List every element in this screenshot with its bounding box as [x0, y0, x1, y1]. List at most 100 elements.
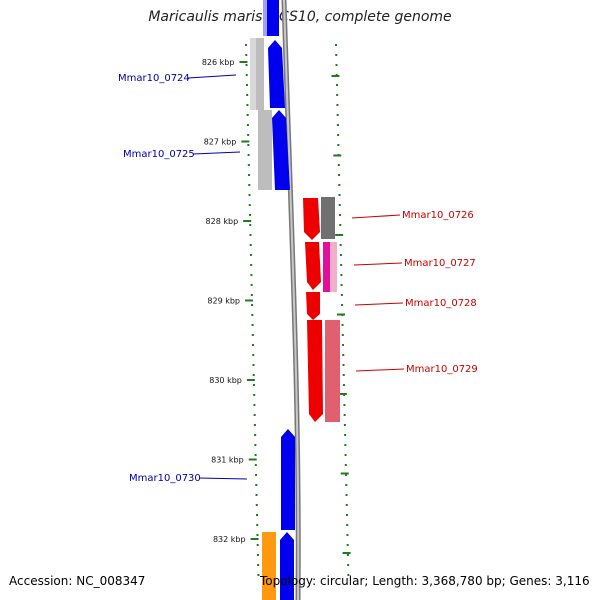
- ring-dot: [245, 64, 248, 66]
- topology-text: Topology: circular; Length: 3,368,780 bp…: [260, 574, 590, 588]
- ring-dot: [256, 524, 259, 526]
- leader-line: [187, 74, 237, 79]
- ring-dot: [251, 334, 254, 336]
- gene-mmar10-0725[interactable]: [272, 110, 290, 190]
- gene-mmar10-0729[interactable]: [307, 320, 323, 422]
- ring-dot: [256, 554, 259, 556]
- ring-dot: [251, 314, 254, 316]
- ring-dot: [255, 514, 258, 516]
- tick-mark-832: [250, 538, 259, 540]
- ring-dot: [251, 304, 254, 306]
- gene-mmar10-0728[interactable]: [306, 292, 320, 320]
- ring-dot: [339, 244, 342, 246]
- ring-dot: [246, 124, 249, 126]
- leader-line: [351, 214, 401, 219]
- ring-dot: [339, 254, 342, 256]
- ring-dot: [344, 454, 347, 456]
- ring-dot: [341, 334, 344, 336]
- ring-dot: [247, 134, 250, 136]
- ring-dot: [245, 44, 248, 46]
- ring-dot: [247, 164, 250, 166]
- ring-dot: [249, 244, 252, 246]
- feature-0727-magenta[interactable]: [323, 242, 330, 292]
- leader-line: [355, 368, 405, 372]
- ring-dot: [336, 94, 339, 96]
- ring-dot: [252, 354, 255, 356]
- feature-0729-salmon[interactable]: [325, 320, 340, 422]
- ring-dot: [340, 274, 343, 276]
- gene-label-mmar10-0726[interactable]: Mmar10_0726: [402, 210, 474, 221]
- ring-dot: [338, 174, 341, 176]
- ring-dot: [248, 184, 251, 186]
- ring-dot: [343, 414, 346, 416]
- tick-label-831: 831 kbp: [211, 456, 244, 465]
- ring-dot: [347, 574, 350, 576]
- gene-features: [250, 0, 340, 600]
- gene-mmar10-0724[interactable]: [268, 40, 285, 108]
- ring-dot: [254, 464, 257, 466]
- tick-mark-827: [241, 140, 250, 143]
- feature-0724-grey-shade: [250, 38, 256, 110]
- gene-top-stub-shade: [263, 0, 267, 36]
- ring-dot: [254, 434, 257, 436]
- ring-dot: [346, 524, 349, 526]
- outer-tick-mark-829: [337, 313, 346, 316]
- ring-dot: [246, 104, 249, 106]
- feature-0727-pink[interactable]: [330, 242, 337, 292]
- gene-top-stub[interactable]: [266, 0, 279, 36]
- ring-dot: [247, 154, 250, 156]
- outer-tick-mark-832: [342, 552, 351, 554]
- ring-dot: [341, 304, 344, 306]
- gene-mmar10-0730[interactable]: [281, 429, 295, 530]
- leader-line: [354, 302, 404, 306]
- ring-dot: [347, 564, 350, 566]
- ring-dot: [342, 374, 345, 376]
- ring-dot: [250, 274, 253, 276]
- ring-dot: [252, 344, 255, 346]
- feature-orange[interactable]: [262, 532, 276, 600]
- outer-tick-mark-831: [340, 472, 349, 475]
- ring-dot: [338, 214, 341, 216]
- gene-mmar10-0726[interactable]: [303, 198, 320, 240]
- tick-mark-829: [245, 299, 254, 302]
- ring-dot: [341, 324, 344, 326]
- gene-bottom-blue[interactable]: [280, 532, 294, 600]
- ring-dot: [342, 364, 345, 366]
- ring-dot: [343, 424, 346, 426]
- tick-label-828: 828 kbp: [206, 217, 239, 226]
- outer-tick-mark-830: [338, 393, 347, 395]
- ring-dot: [254, 444, 257, 446]
- ring-dot: [257, 564, 260, 566]
- leader-line: [192, 151, 241, 155]
- gene-label-mmar10-0725[interactable]: Mmar10_0725: [123, 149, 195, 160]
- gene-label-mmar10-0728[interactable]: Mmar10_0728: [405, 298, 477, 309]
- ring-dot: [339, 224, 342, 226]
- feature-0726-grey[interactable]: [321, 197, 335, 239]
- ring-dot: [255, 484, 258, 486]
- ring-dot: [250, 264, 253, 266]
- gene-label-mmar10-0730[interactable]: Mmar10_0730: [129, 473, 201, 484]
- gene-label-mmar10-0727[interactable]: Mmar10_0727: [404, 258, 476, 269]
- ring-dot: [246, 94, 249, 96]
- outer-tick-mark-827: [333, 154, 342, 157]
- ring-dot: [337, 164, 340, 166]
- ring-dot: [250, 294, 253, 296]
- tick-label-830: 830 kbp: [209, 376, 242, 385]
- ring-dot: [255, 504, 258, 506]
- gene-mmar10-0727[interactable]: [305, 242, 321, 290]
- ring-dot: [252, 374, 255, 376]
- ring-dot: [257, 574, 260, 576]
- ring-dot: [248, 174, 251, 176]
- feature-0725-grey[interactable]: [258, 110, 272, 190]
- ring-dot: [340, 264, 343, 266]
- tick-mark-826: [239, 61, 248, 63]
- ring-dot: [344, 444, 347, 446]
- ring-dot: [342, 344, 345, 346]
- ring-dot: [340, 284, 343, 286]
- ring-dot: [245, 54, 248, 56]
- ring-dot: [335, 44, 338, 46]
- gene-label-mmar10-0724[interactable]: Mmar10_0724: [118, 73, 190, 84]
- outer-dotted-ring: [335, 44, 350, 576]
- gene-label-mmar10-0729[interactable]: Mmar10_0729: [406, 364, 478, 375]
